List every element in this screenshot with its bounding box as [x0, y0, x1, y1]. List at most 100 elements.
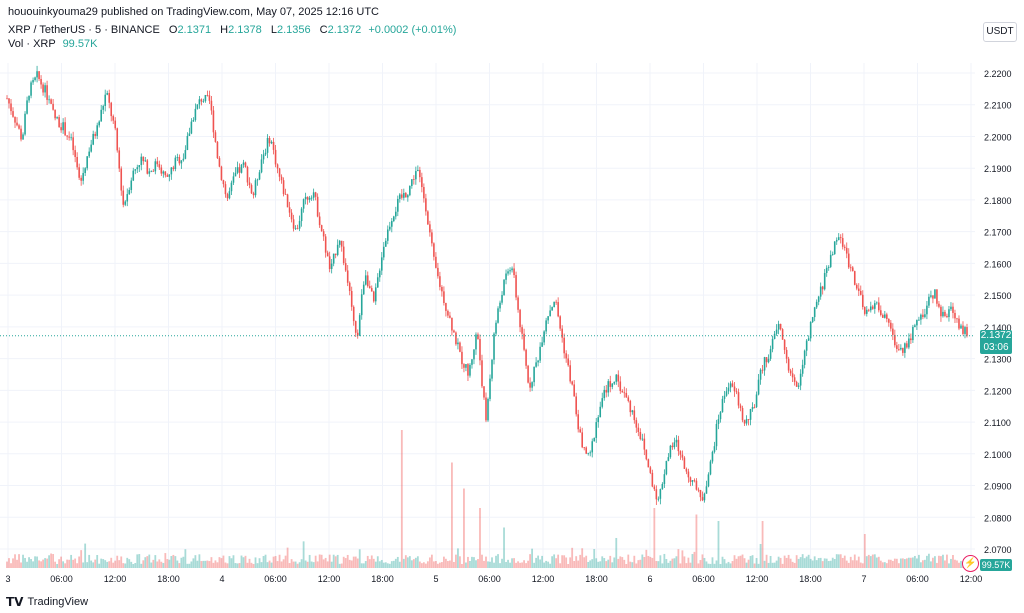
candle-body	[787, 358, 790, 371]
volume-bar	[739, 555, 742, 568]
volume-bar	[948, 563, 950, 568]
candle	[208, 90, 211, 104]
candle	[527, 364, 529, 384]
candle-body	[28, 95, 30, 101]
candle-body	[302, 199, 305, 209]
candle-body	[84, 168, 86, 174]
volume-bar	[465, 562, 467, 568]
candle-body	[775, 329, 778, 334]
candle	[254, 178, 257, 198]
volume-bar	[865, 556, 868, 568]
candle-body	[88, 151, 90, 157]
candle-body	[615, 374, 618, 382]
candle	[783, 339, 786, 355]
volume-bar	[811, 560, 814, 568]
candle-body	[126, 194, 129, 202]
candle	[709, 459, 712, 476]
candle	[691, 479, 694, 486]
volume-bar	[907, 557, 910, 568]
volume-bar	[765, 554, 768, 568]
brand[interactable]: 𝗧𝗩 TradingView	[6, 595, 88, 609]
candle-body	[234, 172, 237, 177]
candle-body	[847, 253, 850, 268]
candle-body	[859, 290, 862, 295]
candle	[382, 242, 385, 261]
candle-body	[958, 318, 960, 329]
candle	[515, 271, 517, 301]
y-tick-label: 2.1600	[984, 259, 1012, 269]
candle	[182, 153, 185, 162]
volume-bar	[354, 556, 357, 568]
candle-body	[106, 93, 109, 95]
volume-bar	[420, 563, 423, 568]
candle	[577, 409, 579, 433]
candle-body	[944, 311, 946, 316]
candle-body	[589, 452, 592, 454]
candle	[928, 293, 930, 309]
candle-body	[886, 314, 888, 319]
candle-body	[689, 477, 692, 482]
candle-body	[773, 333, 776, 339]
candle	[136, 164, 139, 174]
candle	[569, 360, 571, 384]
candle-body	[537, 360, 539, 363]
volume-bar	[853, 554, 856, 568]
candle	[483, 386, 485, 400]
y-tick-label: 2.0700	[984, 545, 1012, 555]
y-tick-label: 2.2000	[984, 132, 1012, 142]
candle	[956, 317, 958, 323]
lightning-icon[interactable]: ⚡	[962, 555, 979, 572]
candle-body	[294, 228, 297, 230]
candle-body	[611, 383, 614, 387]
volume-bar	[140, 563, 143, 568]
volume-bar	[761, 521, 764, 568]
candle	[374, 283, 377, 305]
candle	[733, 382, 736, 397]
candle	[190, 118, 193, 135]
candle-body	[805, 340, 808, 351]
volume-bar	[883, 562, 886, 568]
candle-body	[102, 105, 105, 110]
candle-body	[753, 406, 756, 408]
candle	[268, 136, 271, 147]
volume-bar	[637, 560, 640, 568]
volume-bar	[108, 561, 111, 568]
candle-body	[701, 497, 704, 501]
time-axis[interactable]: 3 06:00 12:00 18:00 4 06:00 12:00 18:00 5 06:00 12…	[5, 574, 982, 584]
candle	[88, 147, 90, 159]
candle-body	[58, 117, 60, 128]
candle	[260, 154, 263, 174]
candle-body	[641, 438, 644, 440]
volume-bar	[621, 557, 624, 568]
candle	[595, 417, 598, 443]
close-value: 2.1372	[327, 24, 362, 36]
candle-body	[557, 302, 559, 317]
volume-bar	[613, 557, 616, 568]
candle	[386, 225, 389, 245]
price-axis[interactable]: 2.2200 2.2100 2.2000 2.1900 2.1800 2.1700 2.16…	[984, 69, 1012, 555]
currency-button[interactable]: USDT	[983, 22, 1017, 42]
candle-body	[451, 317, 453, 331]
volume-bar	[503, 527, 505, 568]
candle-body	[835, 240, 838, 242]
volume-bar	[152, 559, 155, 568]
candle	[108, 89, 111, 109]
candle	[186, 132, 189, 151]
volume-bar	[727, 561, 730, 568]
candle	[934, 289, 936, 299]
volume-bar	[54, 561, 57, 568]
volume-bar	[938, 555, 940, 568]
candle	[789, 368, 792, 376]
volume-bar	[571, 547, 574, 568]
candle-body	[268, 137, 271, 144]
candle	[777, 320, 780, 335]
symbol-name[interactable]: XRP / TetherUS · 5 · BINANCE	[8, 24, 160, 36]
volume-bar	[443, 556, 445, 568]
volume-bar	[252, 563, 255, 568]
volume-bar	[76, 563, 79, 568]
volume-bar	[416, 556, 419, 568]
candle	[10, 99, 12, 115]
candle	[499, 300, 501, 312]
candle-body	[202, 100, 205, 102]
